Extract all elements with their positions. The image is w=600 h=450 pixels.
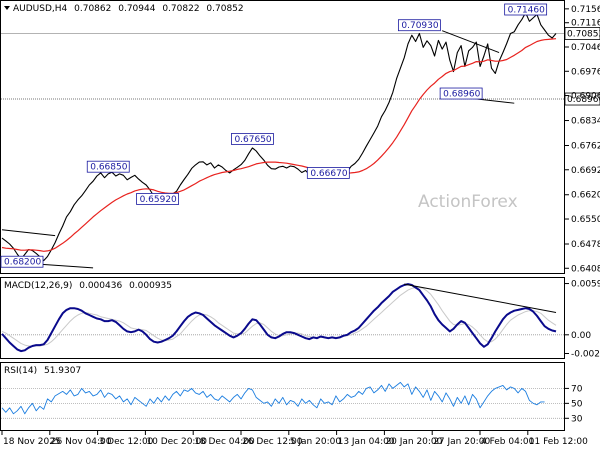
macd-pane-frame xyxy=(0,277,565,359)
price-annotation-label: 0.68960 xyxy=(443,90,480,100)
price-annotation: 0.68200 xyxy=(0,255,44,268)
rsi-y-axis: 70 50 30 xyxy=(565,384,583,424)
time-tick-label: 27 Jan 20:00 xyxy=(433,437,490,447)
price-series xyxy=(1,12,557,262)
time-tick-label: 13 Jan 04:00 xyxy=(338,437,395,447)
support-level-tag xyxy=(564,92,600,106)
rsi-header: RSI(14) 51.9307 xyxy=(4,366,81,376)
svg-text:AUDUSD,H4 0.70862: AUDUSD,H4 0.70862 0.70944 0.70822 0.7085… xyxy=(13,4,244,14)
rsi-title: RSI(14) xyxy=(4,366,37,376)
current-price-label: 0.70852 xyxy=(567,29,600,39)
price-annotation-label: 0.71460 xyxy=(508,6,545,16)
moving-average-line xyxy=(1,38,557,252)
time-tick-label: 3 Dec 12:00 xyxy=(99,437,154,447)
price-annotation: 0.65920 xyxy=(136,193,179,205)
current-price-tag xyxy=(564,27,600,40)
rsi-series xyxy=(1,381,545,415)
time-tick-label: 20 Jan 20:00 xyxy=(385,437,442,447)
time-tick-label: 18 Dec 04:00 xyxy=(194,437,255,447)
macd-series xyxy=(1,283,557,353)
time-tick-label: 26 Dec 12:00 xyxy=(242,437,303,447)
price-annotation: 0.66850 xyxy=(86,160,130,173)
trendline xyxy=(1,229,56,237)
rsi-value: 51.9307 xyxy=(44,366,81,376)
triangle-down-icon xyxy=(4,6,10,10)
time-tick-label: 26 Nov 04:00 xyxy=(51,437,112,447)
time-tick-label: 10 Dec 20:00 xyxy=(146,437,207,447)
macd-y-axis: 0.005964 0.00 -0.002177 xyxy=(565,280,600,360)
support-level-label: 0.68960 xyxy=(567,95,600,105)
macd-y-tick-label: 0.00 xyxy=(571,331,591,341)
high-value: 0.70944 xyxy=(118,4,155,14)
macd-header: MACD(12,26,9) 0.000436 0.000935 xyxy=(4,281,172,291)
macd-trendline xyxy=(404,283,557,313)
open-value: 0.70862 xyxy=(74,4,111,14)
macd-line xyxy=(1,283,557,353)
macd-y-tick-label: -0.002177 xyxy=(571,350,600,360)
price-annotation-label: 0.70930 xyxy=(401,21,438,31)
price-annotation-label: 0.66850 xyxy=(90,163,127,173)
trendline xyxy=(441,30,500,54)
rsi-y-tick-label: 30 xyxy=(571,414,583,424)
time-tick-label: 4 Feb 04:00 xyxy=(481,437,535,447)
watermark: ActionForex xyxy=(418,192,518,212)
price-close-line xyxy=(1,12,557,262)
rsi-y-tick-label: 50 xyxy=(571,399,583,409)
rsi-y-tick-label: 70 xyxy=(571,384,583,394)
symbol-label: AUDUSD,H4 xyxy=(13,4,68,14)
macd-signal-value: 0.000935 xyxy=(129,281,172,291)
price-header: AUDUSD,H4 0.70862 0.70944 0.70822 0.7085… xyxy=(4,4,244,14)
macd-y-tick-label: 0.005964 xyxy=(571,280,600,290)
macd-value: 0.000436 xyxy=(79,281,122,291)
rsi-pane-frame xyxy=(0,362,565,431)
time-tick-label: 11 Feb 12:00 xyxy=(529,437,588,447)
price-annotation: 0.67650 xyxy=(231,133,274,145)
rsi-line xyxy=(1,381,545,415)
time-tick-label: 5 Jan 20:00 xyxy=(290,437,342,447)
price-annotation-label: 0.65920 xyxy=(140,195,177,205)
price-annotation: 0.68960 xyxy=(439,87,483,100)
price-annotation: 0.70930 xyxy=(397,19,441,31)
price-annotation: 0.71460 xyxy=(504,3,548,16)
close-value: 0.70852 xyxy=(206,4,243,14)
price-annotation-label: 0.67650 xyxy=(234,135,271,145)
price-annotations: 0.68200 0.66850 0.65920 0.67650 0.66670 0.709… xyxy=(0,3,548,268)
low-value: 0.70822 xyxy=(162,4,199,14)
time-tick-label: 18 Nov 2025 xyxy=(3,437,61,447)
price-level-lines: 0.68960 0.70852 xyxy=(1,27,600,106)
price-annotation-label: 0.66670 xyxy=(310,169,347,179)
price-pane-frame xyxy=(0,0,565,274)
macd-title: MACD(12,26,9) xyxy=(4,281,72,291)
price-y-tick-label: 0.64080 xyxy=(571,264,600,274)
price-annotation-label: 0.68200 xyxy=(4,258,41,268)
price-annotation: 0.66670 xyxy=(306,167,350,179)
macd-trend xyxy=(404,283,557,313)
